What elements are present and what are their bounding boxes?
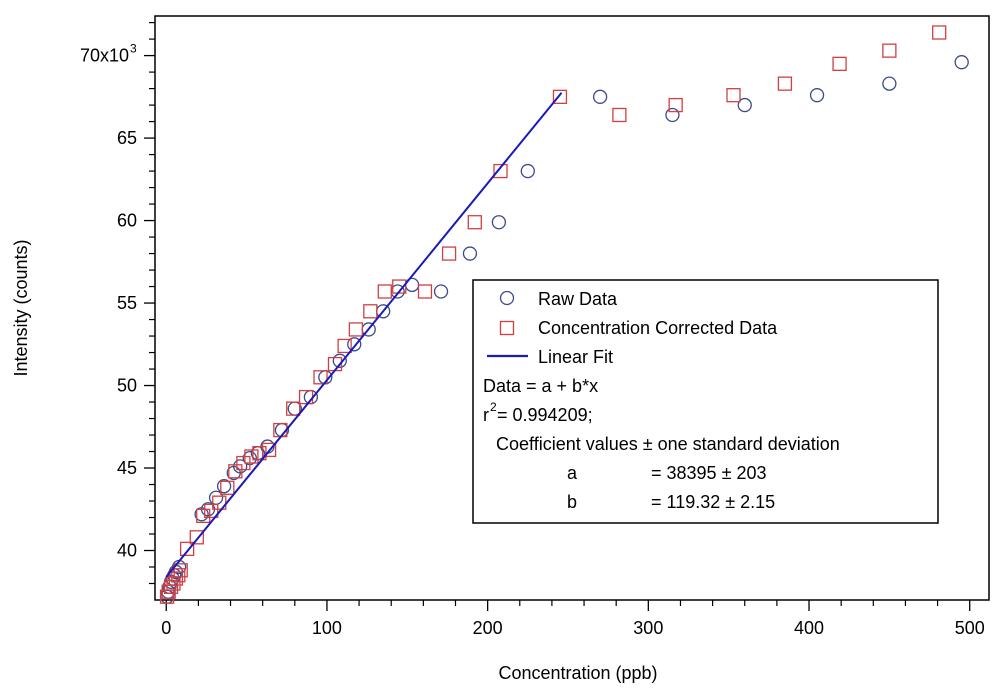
corrected-data-point — [163, 579, 179, 594]
y-axis: 40 45 50 55 60 65 70x10 3 — [80, 21, 155, 585]
corrected-data-point — [168, 571, 184, 586]
corrected-data-point — [171, 568, 186, 583]
y-tick-label: 45 — [117, 458, 137, 478]
corrected-data-point — [726, 88, 741, 103]
raw-data-point — [433, 284, 449, 299]
legend: Raw Data Concentration Corrected Data Li… — [472, 279, 939, 524]
plot-frame — [154, 15, 990, 601]
y-tick-label: 60 — [117, 211, 137, 231]
corrected-data-point — [363, 304, 378, 319]
corrected-data-point — [204, 503, 219, 519]
corrected-data-point — [467, 215, 482, 230]
corrected-data-point — [493, 163, 508, 179]
x-axis: 0 100 200 300 400 500 — [161, 600, 985, 638]
x-tick-label: 100 — [312, 618, 342, 638]
corrected-data-point — [832, 56, 847, 71]
raw-data-point — [737, 97, 752, 113]
raw-data-point — [216, 479, 232, 494]
corrected-data-point — [612, 107, 627, 123]
raw-data-point — [592, 89, 608, 104]
corrected-data-point — [179, 541, 195, 557]
legend-box — [472, 279, 939, 524]
r-squared-prefix: r — [483, 405, 489, 425]
x-tick-label: 300 — [633, 618, 663, 638]
x-tick-label: 200 — [473, 618, 503, 638]
r-squared-exponent: 2 — [490, 400, 497, 414]
y-tick-exponent: 3 — [130, 42, 137, 56]
corrected-data-point — [220, 480, 235, 495]
x-tick-label: 400 — [794, 618, 824, 638]
coefficient-b-value: = 119.32 ± 2.15 — [651, 492, 775, 512]
raw-data-point — [882, 76, 897, 91]
raw-data-point — [954, 55, 969, 70]
raw-data-point — [347, 337, 362, 352]
raw-data-point — [332, 353, 347, 368]
raw-data-point — [491, 215, 507, 230]
r-squared-value: = 0.994209; — [497, 405, 593, 425]
legend-corrected-label: Concentration Corrected Data — [538, 318, 778, 338]
x-axis-label: Concentration (ppb) — [498, 663, 657, 683]
coefficient-b-name: b — [567, 492, 577, 512]
legend-corrected-marker — [499, 320, 515, 336]
corrected-data-point — [244, 449, 259, 464]
y-tick-label: 65 — [117, 128, 137, 148]
raw-data-point — [233, 459, 248, 474]
corrected-data-point — [441, 246, 457, 261]
y-tick-label: 40 — [117, 541, 137, 561]
y-tick-label: 50 — [117, 376, 137, 396]
corrected-data-point — [348, 322, 364, 337]
corrected-data-point — [252, 446, 267, 461]
legend-fit-label: Linear Fit — [538, 347, 613, 367]
legend-raw-label: Raw Data — [538, 289, 618, 309]
corrected-data-point — [228, 464, 243, 479]
corrected-data-point — [166, 576, 181, 591]
legend-raw-marker — [499, 290, 515, 306]
raw-data-point — [520, 163, 535, 179]
coefficient-a-name: a — [567, 463, 578, 483]
coefficient-header: Coefficient values ± one standard deviat… — [496, 434, 840, 454]
corrected-data-point — [668, 97, 683, 113]
raw-data-point — [665, 107, 680, 123]
y-tick-label: 55 — [117, 293, 137, 313]
corrected-data-point — [777, 76, 793, 91]
corrected-data-point — [261, 442, 277, 458]
linear-fit-line — [165, 92, 563, 578]
corrected-data-point — [882, 43, 897, 58]
corrected-data-point — [932, 25, 947, 40]
corrected-data-point — [196, 508, 211, 524]
corrected-data-point — [189, 530, 204, 545]
fit-equation: Data = a + b*x — [483, 376, 598, 396]
y-tick-label: 70x10 — [80, 46, 129, 66]
corrected-data-point — [417, 284, 433, 299]
corrected-data-point — [377, 284, 392, 299]
corrected-data-point — [161, 584, 176, 599]
corrected-data-point — [173, 563, 188, 578]
corrected-data-point — [337, 338, 352, 354]
raw-data-point — [462, 246, 478, 261]
corrected-data-point — [286, 401, 301, 416]
raw-data-point — [303, 389, 319, 405]
y-axis-label: Intensity (counts) — [11, 239, 31, 376]
x-tick-label: 0 — [161, 618, 171, 638]
raw-data-point — [809, 88, 825, 103]
coefficient-a-value: = 38395 ± 203 — [651, 463, 766, 483]
corrected-data-point — [313, 370, 328, 385]
corrected-data-point — [552, 89, 568, 104]
x-tick-label: 500 — [955, 618, 985, 638]
